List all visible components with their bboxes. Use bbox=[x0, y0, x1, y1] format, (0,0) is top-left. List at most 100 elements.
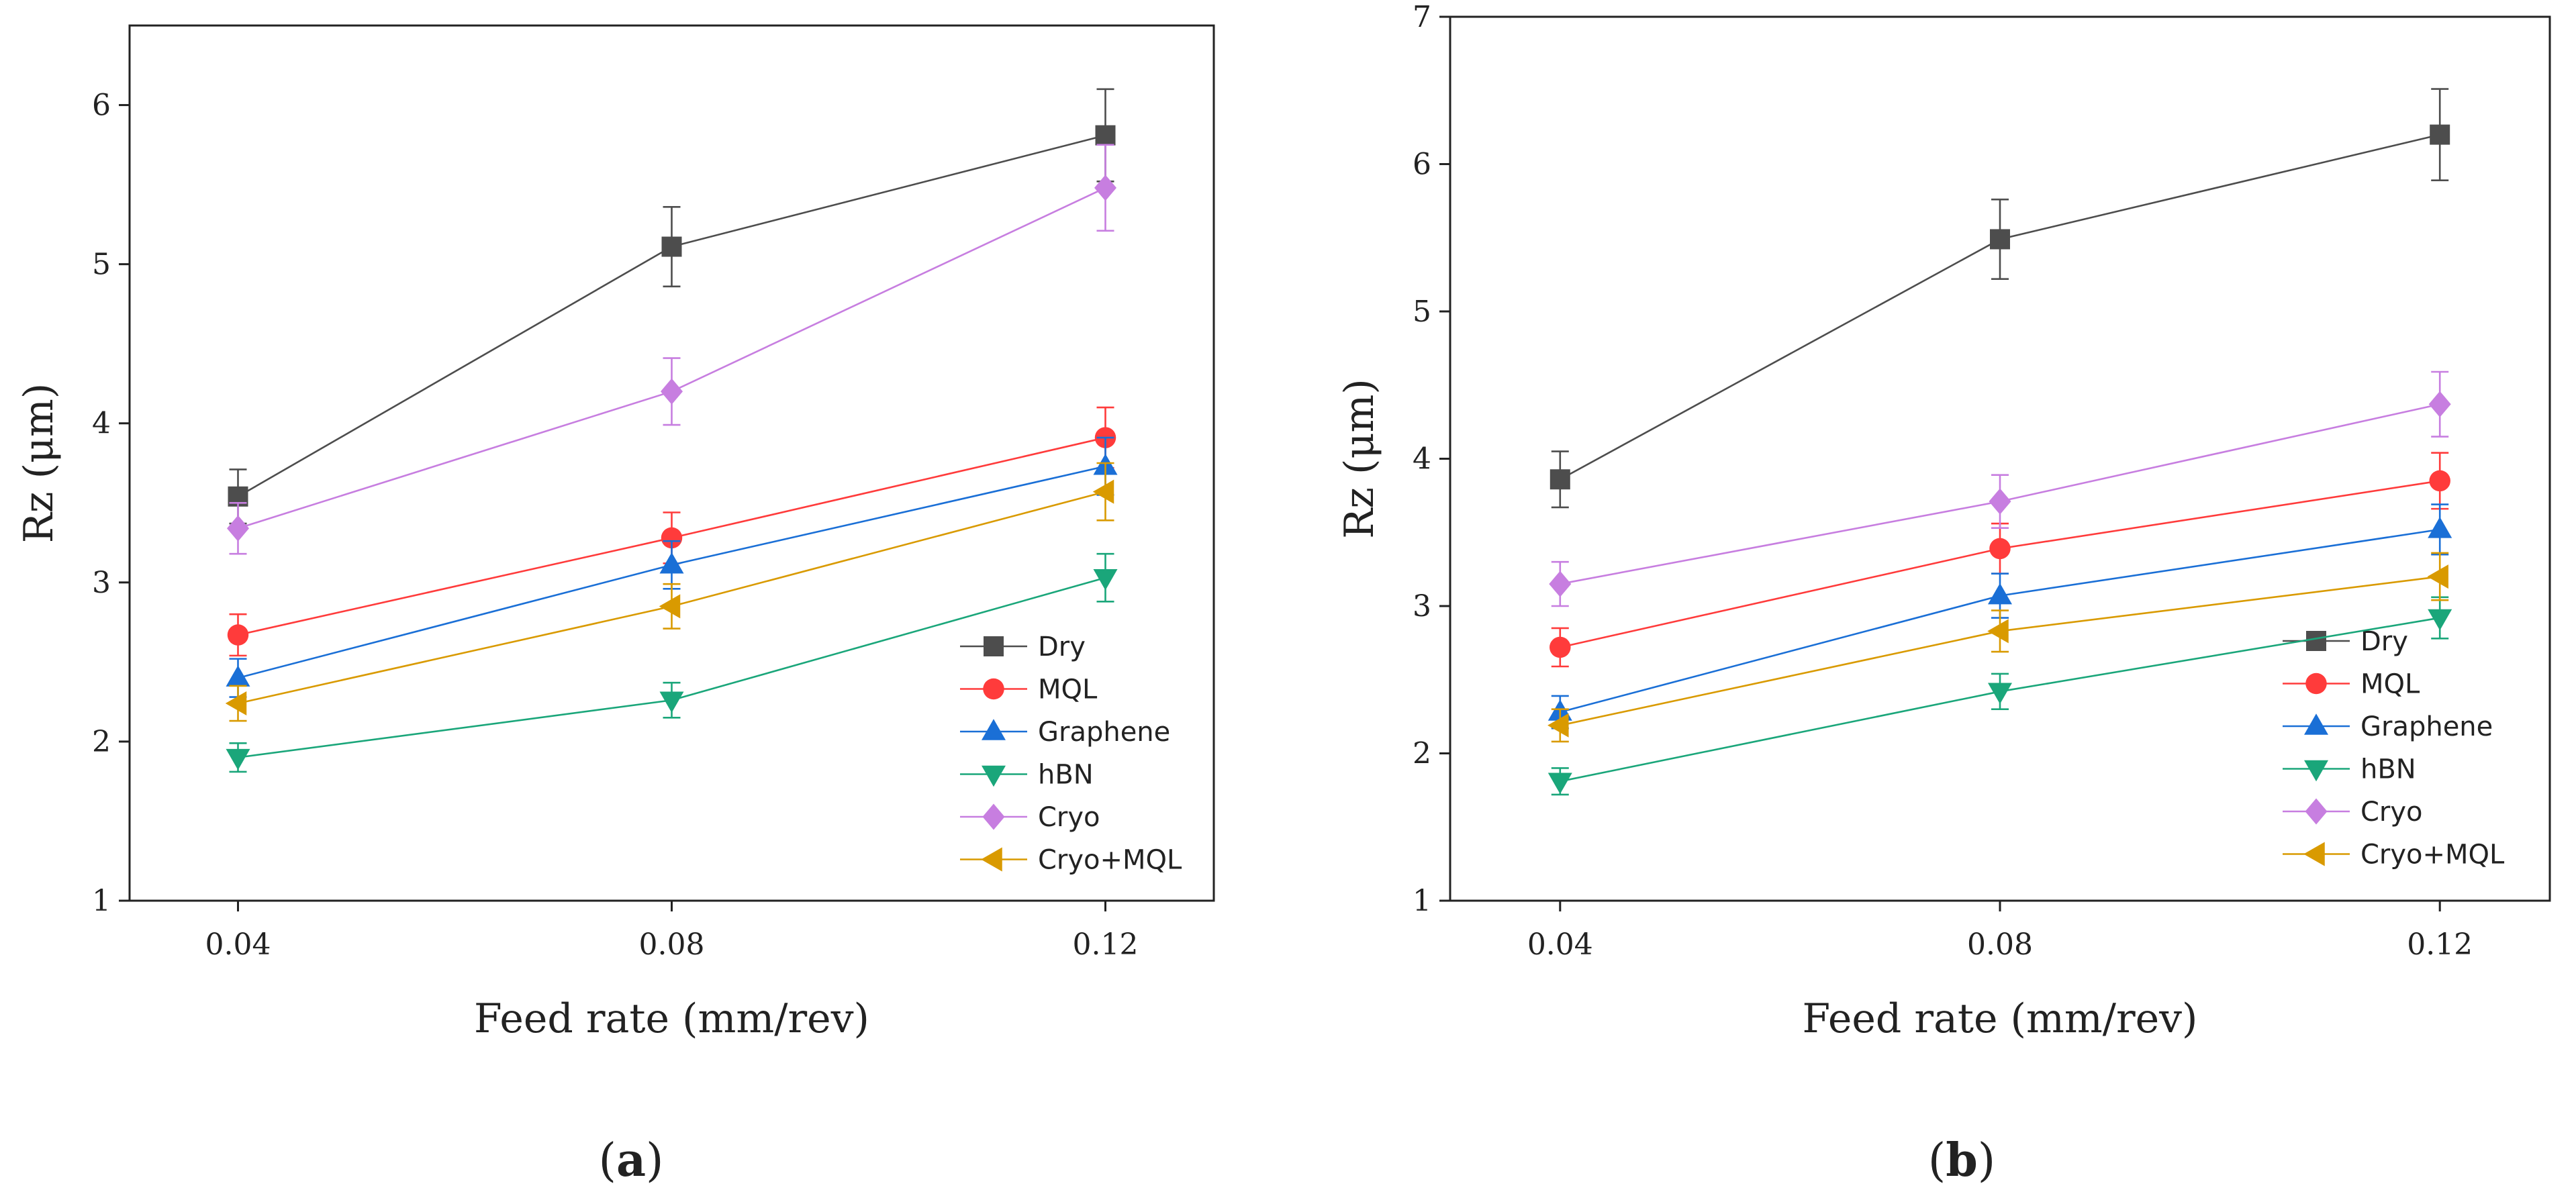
legend-label-b-cryo-mql: Cryo+MQL bbox=[2360, 840, 2505, 870]
legend-marker-b-mql bbox=[2305, 672, 2327, 695]
chart-panel-b: 1 2 3 4 5 6 7 0.04 0.08 0.12 Feed rate (mm/rev) Rz … bbox=[1336, 0, 2551, 1042]
y-tick-label-a-3: 3 bbox=[92, 566, 111, 600]
legend-marker-a-cryo bbox=[982, 803, 1005, 830]
data-point-a-cryo-2 bbox=[1094, 175, 1116, 201]
series-a-mql bbox=[227, 406, 1116, 657]
panel-label-a-open: ( bbox=[598, 1134, 616, 1187]
legend-label-b-cryo: Cryo bbox=[2360, 797, 2423, 828]
panel-label-b: (b) bbox=[1928, 1134, 1996, 1187]
x-tick-label-a-1: 0.08 bbox=[639, 928, 705, 962]
data-point-b-dry-0 bbox=[1549, 469, 1570, 490]
y-axis-title-a: Rz (μm) bbox=[15, 383, 62, 544]
data-point-b-hbn-2 bbox=[2428, 609, 2452, 631]
legend-label-b-hbn: hBN bbox=[2360, 754, 2416, 785]
legend-label-a-mql: MQL bbox=[1038, 675, 1098, 705]
legend-label-a-graphene: Graphene bbox=[1038, 717, 1170, 748]
series-a-cryo bbox=[227, 144, 1116, 555]
data-point-b-mql-1 bbox=[1989, 538, 2011, 560]
legend-marker-b-cryo bbox=[2305, 798, 2328, 825]
legend-label-a-cryo-mql: Cryo+MQL bbox=[1038, 845, 1182, 876]
x-tick-label-a-2: 0.12 bbox=[1073, 928, 1139, 962]
panel-label-b-close: ) bbox=[1978, 1134, 1996, 1187]
series-b-cryo bbox=[1549, 370, 2451, 607]
data-point-b-cryo-mql-0 bbox=[1547, 713, 1569, 738]
y-tick-label-a-6: 6 bbox=[92, 89, 111, 123]
data-point-a-dry-2 bbox=[1095, 125, 1116, 146]
legend-label-b-graphene: Graphene bbox=[2360, 711, 2493, 742]
legend-marker-b-cryo-mql bbox=[2303, 842, 2325, 866]
series-a-hbn bbox=[226, 552, 1118, 773]
data-point-b-cryo-mql-2 bbox=[2427, 564, 2448, 589]
y-tick-label-b-5: 5 bbox=[1413, 295, 1431, 329]
data-point-a-cryo-mql-1 bbox=[659, 594, 681, 619]
legend-label-a-hbn: hBN bbox=[1038, 760, 1094, 791]
data-point-b-cryo-0 bbox=[1549, 570, 1572, 597]
series-b-hbn bbox=[1547, 596, 2452, 796]
data-point-b-dry-1 bbox=[1990, 229, 2010, 250]
panel-label-b-letter: b bbox=[1946, 1134, 1978, 1187]
data-point-b-graphene-1 bbox=[1988, 583, 2012, 605]
data-point-b-mql-2 bbox=[2429, 470, 2450, 492]
data-point-a-graphene-0 bbox=[226, 665, 250, 687]
data-point-b-mql-0 bbox=[1549, 636, 1571, 658]
x-tick-label-b-1: 0.08 bbox=[1967, 928, 2033, 962]
x-tick-label-a-0: 0.04 bbox=[205, 928, 271, 962]
y-tick-label-b-2: 2 bbox=[1413, 737, 1431, 771]
series-line-a-dry bbox=[237, 134, 1106, 497]
x-axis-title-b: Feed rate (mm/rev) bbox=[1803, 995, 2198, 1042]
y-tick-label-a-1: 1 bbox=[92, 884, 111, 918]
y-axis-title-b: Rz (μm) bbox=[1336, 379, 1383, 539]
legend-label-a-cryo: Cryo bbox=[1038, 802, 1100, 833]
x-tick-label-b-0: 0.04 bbox=[1527, 928, 1593, 962]
legend-marker-a-cryo-mql bbox=[981, 847, 1002, 872]
legend-marker-a-mql bbox=[983, 678, 1004, 700]
y-tick-label-b-6: 6 bbox=[1413, 148, 1431, 182]
x-axis-title-a: Feed rate (mm/rev) bbox=[474, 995, 869, 1042]
series-a-cryo-mql bbox=[225, 462, 1114, 722]
legend-marker-a-dry bbox=[984, 636, 1004, 656]
series-a-graphene bbox=[226, 436, 1118, 698]
y-tick-label-b-7: 7 bbox=[1413, 0, 1431, 34]
legend-marker-a-graphene bbox=[982, 719, 1006, 740]
data-point-b-cryo-1 bbox=[1989, 488, 2011, 515]
data-point-a-graphene-1 bbox=[659, 552, 684, 574]
data-point-b-hbn-1 bbox=[1988, 683, 2012, 705]
legend-label-a-dry: Dry bbox=[1038, 632, 1086, 662]
panel-label-a-close: ) bbox=[646, 1134, 664, 1187]
data-point-b-cryo-2 bbox=[2428, 391, 2451, 417]
legend-label-b-mql: MQL bbox=[2360, 669, 2420, 700]
data-point-a-hbn-0 bbox=[226, 748, 250, 770]
data-point-a-cryo-1 bbox=[661, 378, 683, 405]
x-tick-label-b-2: 0.12 bbox=[2407, 928, 2473, 962]
y-tick-label-a-2: 2 bbox=[92, 725, 111, 759]
y-tick-label-b-3: 3 bbox=[1413, 589, 1431, 624]
series-b-cryo-mql bbox=[1547, 552, 2449, 743]
panel-label-b-open: ( bbox=[1928, 1134, 1946, 1187]
chart-panel-a: 1 2 3 4 5 6 0.04 0.08 0.12 Feed rate (mm/rev) Rz (… bbox=[15, 24, 1215, 1042]
legend-marker-b-hbn bbox=[2304, 760, 2328, 782]
data-point-b-hbn-0 bbox=[1547, 773, 1572, 794]
data-point-b-cryo-mql-1 bbox=[1987, 619, 2009, 644]
legend-marker-b-dry bbox=[2306, 631, 2326, 651]
y-tick-label-a-4: 4 bbox=[92, 407, 111, 441]
data-point-a-cryo-mql-2 bbox=[1092, 479, 1114, 504]
y-tick-label-a-5: 5 bbox=[92, 248, 111, 282]
y-tick-label-b-1: 1 bbox=[1413, 884, 1431, 918]
panel-label-a: (a) bbox=[598, 1134, 663, 1187]
data-point-a-hbn-2 bbox=[1093, 568, 1118, 591]
series-b-dry bbox=[1549, 88, 2450, 509]
legend-marker-a-hbn bbox=[982, 765, 1006, 787]
data-point-b-graphene-2 bbox=[2428, 517, 2452, 538]
data-point-b-dry-2 bbox=[2430, 124, 2450, 145]
data-point-a-dry-1 bbox=[661, 236, 682, 257]
legend-label-b-dry: Dry bbox=[2360, 626, 2408, 657]
data-point-a-mql-1 bbox=[661, 527, 683, 549]
data-point-a-mql-0 bbox=[227, 624, 249, 646]
series-a-dry bbox=[228, 88, 1116, 525]
series-line-b-dry bbox=[1560, 134, 2440, 481]
legend-marker-b-graphene bbox=[2304, 713, 2328, 735]
data-point-a-hbn-1 bbox=[659, 691, 684, 713]
data-point-a-cryo-0 bbox=[227, 515, 249, 542]
panel-label-a-letter: a bbox=[616, 1134, 646, 1187]
